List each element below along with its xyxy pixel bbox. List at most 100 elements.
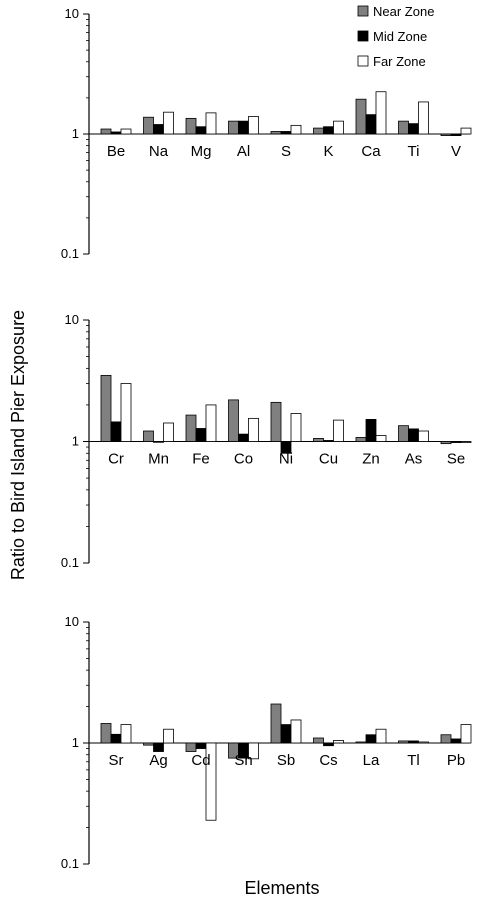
y-tick-label: 10 bbox=[65, 312, 79, 327]
y-tick-label: 0.1 bbox=[61, 856, 79, 871]
bar-pb-far-zone bbox=[460, 724, 472, 744]
bar-ni-near-zone bbox=[270, 401, 282, 442]
x-tick-label-la: La bbox=[363, 752, 380, 769]
x-tick-label-al: Al bbox=[237, 143, 250, 160]
bar-cs-far-zone bbox=[333, 740, 344, 744]
bar-ni-far-zone bbox=[290, 413, 302, 442]
x-tick-label-cd: Cd bbox=[191, 752, 210, 769]
bar-al-near-zone bbox=[228, 120, 239, 135]
bar-mn-far-zone bbox=[163, 422, 174, 442]
x-tick-label-cr: Cr bbox=[108, 451, 124, 468]
bar-zn-mid-zone bbox=[365, 419, 377, 442]
x-tick-label-be: Be bbox=[107, 143, 125, 160]
chart-panels: 10 1 0.1 Be Na Mg Al S K Ca Ti V 10 1 0.1 Cr Mn Fe Co Ni Cu Z… bbox=[61, 6, 472, 871]
x-tick-label-cs: Cs bbox=[319, 752, 337, 769]
bar-la-far-zone bbox=[375, 728, 387, 744]
bar-mg-far-zone bbox=[205, 112, 217, 135]
y-axis-title: Ratio to Bird Island Pier Exposure bbox=[8, 310, 28, 580]
bar-sb-far-zone bbox=[290, 719, 302, 744]
bar-tl-far-zone bbox=[418, 741, 429, 744]
x-tick-label-fe: Fe bbox=[192, 451, 210, 468]
bar-cs-mid-zone bbox=[323, 742, 334, 747]
x-tick-label-s: S bbox=[281, 143, 291, 160]
legend-swatch-near-zone bbox=[357, 5, 369, 17]
bar-mg-mid-zone bbox=[195, 126, 207, 135]
bar-be-far-zone bbox=[120, 128, 132, 135]
y-tick-label: 0.1 bbox=[61, 555, 79, 570]
y-tick-label: 0.1 bbox=[61, 246, 79, 261]
y-tick-label: 1 bbox=[72, 434, 79, 449]
x-tick-label-tl: Tl bbox=[407, 752, 420, 769]
x-tick-label-ti: Ti bbox=[408, 143, 420, 160]
bar-v-far-zone bbox=[460, 127, 472, 135]
bar-pb-near-zone bbox=[440, 734, 452, 744]
bar-mn-mid-zone bbox=[153, 441, 164, 443]
x-tick-label-zn: Zn bbox=[362, 451, 380, 468]
bar-sr-near-zone bbox=[100, 723, 112, 744]
x-tick-label-pb: Pb bbox=[447, 752, 465, 769]
bar-v-mid-zone bbox=[450, 133, 462, 136]
bar-v-near-zone bbox=[440, 133, 452, 136]
bar-ag-mid-zone bbox=[153, 742, 164, 752]
legend: Near Zone Mid Zone Far Zone bbox=[357, 4, 434, 69]
bar-cr-mid-zone bbox=[110, 421, 122, 442]
x-tick-label-sr: Sr bbox=[109, 752, 124, 769]
bar-s-far-zone bbox=[290, 124, 302, 135]
legend-label: Near Zone bbox=[373, 4, 434, 19]
bar-ni-mid-zone bbox=[280, 441, 292, 454]
legend-swatch-mid-zone bbox=[357, 30, 369, 42]
x-tick-label-cu: Cu bbox=[319, 451, 338, 468]
bar-tl-mid-zone bbox=[408, 740, 419, 744]
bar-cd-far-zone bbox=[205, 742, 217, 821]
x-tick-label-co: Co bbox=[234, 451, 253, 468]
bar-se-mid-zone bbox=[450, 441, 462, 443]
bar-ag-far-zone bbox=[163, 728, 174, 744]
chart-panel-3: 10 1 0.1 Sr Ag Cd Sn Sb Cs La Tl Pb bbox=[61, 614, 472, 871]
bar-la-mid-zone bbox=[365, 734, 377, 744]
bar-cu-far-zone bbox=[333, 419, 344, 442]
y-tick-label: 10 bbox=[65, 6, 79, 21]
bar-fe-mid-zone bbox=[195, 428, 207, 442]
bar-fe-near-zone bbox=[185, 414, 197, 442]
bar-sn-far-zone bbox=[248, 742, 259, 760]
legend-label: Mid Zone bbox=[373, 29, 427, 44]
bar-al-mid-zone bbox=[238, 120, 249, 135]
chart-panel-1: 10 1 0.1 Be Na Mg Al S K Ca Ti V bbox=[61, 6, 472, 261]
bar-cd-near-zone bbox=[185, 742, 197, 752]
x-tick-label-k: K bbox=[323, 143, 333, 160]
chart-panel-2: 10 1 0.1 Cr Mn Fe Co Ni Cu Zn As Se bbox=[61, 312, 472, 570]
bar-co-near-zone bbox=[228, 399, 239, 442]
bar-na-near-zone bbox=[143, 116, 154, 135]
bar-al-far-zone bbox=[248, 116, 259, 135]
x-tick-label-ca: Ca bbox=[361, 143, 381, 160]
bar-ti-near-zone bbox=[398, 120, 409, 135]
y-tick-label: 1 bbox=[72, 735, 79, 750]
bar-sr-far-zone bbox=[120, 724, 132, 744]
bar-as-mid-zone bbox=[408, 428, 419, 442]
y-tick-label: 10 bbox=[65, 614, 79, 629]
x-tick-label-ag: Ag bbox=[149, 752, 167, 769]
bar-ca-mid-zone bbox=[365, 114, 377, 135]
bar-na-mid-zone bbox=[153, 124, 164, 135]
legend-label: Far Zone bbox=[373, 54, 426, 69]
legend-swatch-far-zone bbox=[357, 55, 369, 67]
bar-la-near-zone bbox=[355, 741, 367, 744]
x-tick-label-sn: Sn bbox=[234, 752, 252, 769]
bar-s-mid-zone bbox=[280, 131, 292, 135]
bar-ti-far-zone bbox=[418, 101, 429, 135]
bar-tl-near-zone bbox=[398, 740, 409, 744]
bar-sr-mid-zone bbox=[110, 733, 122, 744]
bar-k-mid-zone bbox=[323, 126, 334, 135]
bar-cu-mid-zone bbox=[323, 440, 334, 442]
bar-cs-near-zone bbox=[313, 737, 324, 744]
bar-co-far-zone bbox=[248, 417, 259, 442]
bar-ti-mid-zone bbox=[408, 123, 419, 135]
bar-s-near-zone bbox=[270, 131, 282, 135]
bar-k-near-zone bbox=[313, 127, 324, 135]
bar-sb-near-zone bbox=[270, 703, 282, 744]
x-tick-label-ni: Ni bbox=[279, 451, 293, 468]
x-tick-label-v: V bbox=[451, 143, 461, 160]
bar-mg-near-zone bbox=[185, 117, 197, 135]
y-tick-label: 1 bbox=[72, 126, 79, 141]
